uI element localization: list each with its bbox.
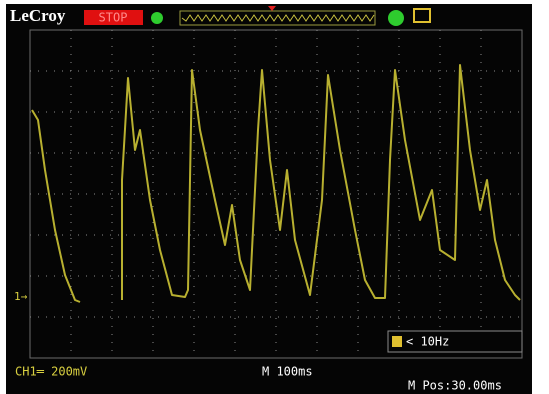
- trigger-icon: [392, 336, 402, 347]
- horizontal-position: M Pos:30.00ms: [408, 379, 502, 393]
- status-icon: [388, 10, 404, 26]
- ground-marker: 1→: [14, 290, 28, 303]
- channel-scale: CH1═ 200mV: [15, 365, 87, 379]
- run-icon: [151, 12, 163, 24]
- status: STOP: [99, 11, 128, 25]
- brand: LeCroy: [10, 6, 66, 25]
- trigger-frequency: < 10Hz: [406, 335, 449, 349]
- page: LeCroy STOP 1→ < 10Hz CH1═ 200mV M 100ms…: [0, 0, 549, 394]
- timebase: M 100ms: [262, 365, 313, 379]
- oscilloscope-screen: LeCroy STOP 1→ < 10Hz CH1═ 200mV M 100ms…: [0, 0, 549, 394]
